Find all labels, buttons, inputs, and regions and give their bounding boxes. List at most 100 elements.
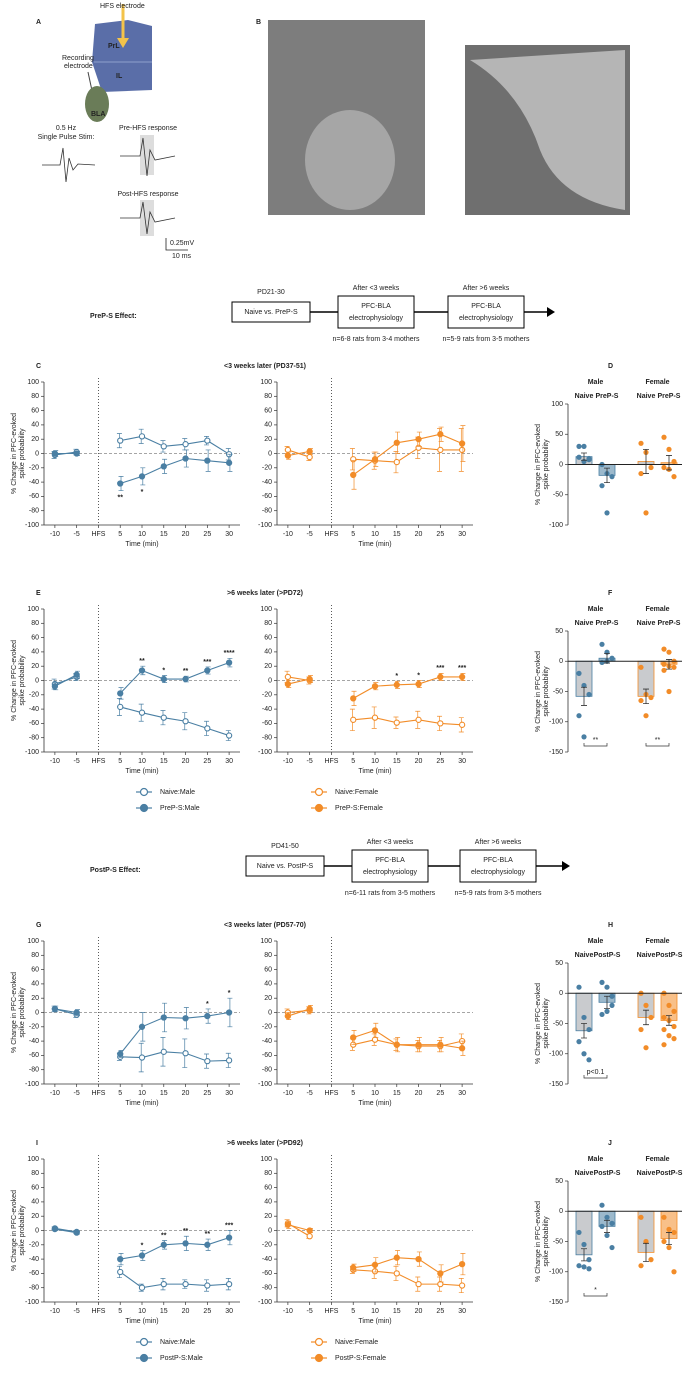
x-tick-label: -5	[307, 531, 313, 538]
y-tick-label: -60	[29, 1052, 39, 1059]
timeline-step-box: electrophysiology	[349, 315, 404, 322]
data-point	[586, 1266, 592, 1272]
timeline-box	[337, 295, 415, 329]
timeline-note: n=6-8 rats from 3-4 mothers	[333, 336, 420, 343]
x-tick-label: HFS	[324, 758, 338, 765]
y-tick-label: 80	[31, 1170, 39, 1177]
data-point	[117, 690, 124, 697]
data-point	[586, 1057, 592, 1063]
data-point	[437, 1041, 444, 1048]
data-point	[458, 446, 466, 454]
row-title: >6 weeks later (>PD92)	[227, 1140, 303, 1147]
data-point	[666, 649, 672, 655]
significance: *	[417, 672, 420, 679]
timeline-step-box: PFC-BLA	[483, 857, 513, 864]
data-point	[204, 1282, 211, 1289]
group-label: Male	[588, 1156, 604, 1163]
y-tick-label: 0	[35, 1227, 39, 1234]
x-tick-label: 10	[138, 1308, 146, 1315]
data-point	[225, 1280, 233, 1288]
y-tick-label: -100	[25, 1299, 39, 1306]
data-point	[117, 480, 124, 487]
data-point	[581, 734, 587, 740]
bar-label: Naive	[637, 620, 656, 627]
significance: ***	[436, 665, 444, 672]
timeline-box	[459, 849, 537, 883]
timeline-step-box: electrophysiology	[459, 315, 514, 322]
data-point	[51, 1225, 59, 1233]
data-point	[604, 984, 610, 990]
group-label: Female	[645, 938, 669, 945]
x-tick-label: 15	[393, 531, 401, 538]
timeline-step-label: After >6 weeks	[475, 839, 522, 846]
y-tick-label: -60	[262, 493, 272, 500]
data-point	[638, 1263, 644, 1269]
x-tick-label: -5	[74, 531, 80, 538]
y-tick-label: 100	[260, 606, 272, 613]
legend-marker	[314, 787, 324, 797]
error-bar	[666, 1232, 672, 1245]
trace	[120, 137, 176, 177]
x-tick-label: -10	[50, 1090, 60, 1097]
data-point	[393, 1254, 400, 1261]
timeline-arrowhead	[547, 307, 555, 317]
timeline-title: PostP-S Effect:	[90, 867, 141, 874]
data-point	[643, 510, 649, 516]
series-line	[54, 676, 230, 737]
series-line	[287, 676, 463, 699]
y-tick-label: -20	[29, 465, 39, 472]
bla-label: BLA	[91, 111, 105, 118]
y-tick-label: -150	[549, 1299, 563, 1306]
x-tick-label: 25	[436, 1308, 444, 1315]
x-axis-label: Time (min)	[125, 541, 158, 548]
data-point	[160, 1014, 167, 1021]
data-point	[458, 673, 466, 681]
data-point	[73, 1229, 80, 1236]
y-tick-label: -50	[553, 492, 563, 499]
data-point	[576, 670, 582, 676]
data-point	[138, 433, 146, 440]
data-point	[599, 1202, 605, 1208]
series-line	[287, 1224, 463, 1275]
data-point	[73, 450, 80, 457]
data-point	[306, 453, 313, 461]
hfs-arrowhead	[117, 38, 129, 48]
y-tick-label: 40	[264, 1199, 272, 1206]
x-tick-label: 25	[436, 531, 444, 538]
x-tick-label: 30	[225, 531, 233, 538]
y-tick-label: 80	[31, 620, 39, 627]
y-tick-label: -40	[262, 479, 272, 486]
significance-bracket	[583, 1075, 608, 1079]
y-tick-label: -60	[29, 1270, 39, 1277]
panel-letter: B	[256, 19, 261, 26]
data-point	[643, 1238, 649, 1245]
x-tick-label: 20	[182, 531, 190, 538]
data-point	[599, 1011, 605, 1018]
y-tick-label: -80	[262, 508, 272, 515]
data-point	[576, 713, 582, 719]
timeline-step-box: PFC-BLA	[361, 303, 391, 310]
significance: **	[183, 1228, 189, 1235]
data-point	[581, 1051, 587, 1057]
data-point	[666, 1002, 672, 1008]
data-point	[581, 1014, 587, 1021]
data-point	[581, 1241, 587, 1248]
significance: *	[228, 990, 231, 997]
data-point	[204, 667, 211, 674]
significance: **	[183, 668, 189, 675]
data-point	[350, 456, 357, 463]
x-axis-label: Time (min)	[125, 1100, 158, 1107]
x-tick-label: 15	[160, 758, 168, 765]
data-point	[415, 1255, 422, 1263]
data-point	[160, 714, 167, 721]
series-line	[54, 1228, 230, 1260]
data-point	[284, 680, 292, 688]
data-point	[117, 1268, 124, 1276]
data-point	[160, 463, 167, 470]
data-point	[138, 709, 146, 716]
y-axis-label: % Change in PFC-evoked	[11, 1190, 18, 1271]
y-tick-label: -40	[262, 706, 272, 713]
x-tick-label: 25	[203, 1090, 211, 1097]
data-point	[306, 1233, 313, 1240]
data-point	[306, 675, 313, 683]
